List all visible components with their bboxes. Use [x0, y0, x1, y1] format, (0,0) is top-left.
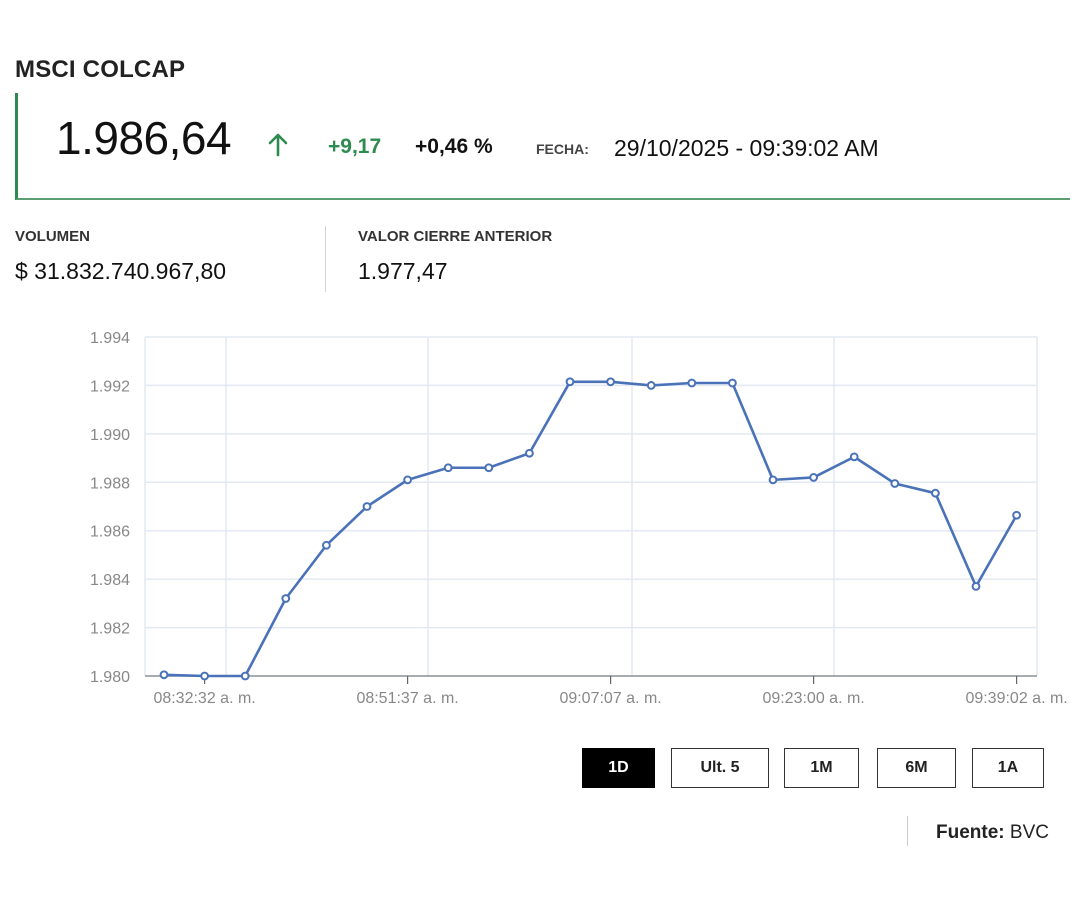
- x-axis-tick-label: 08:32:32 a. m.: [153, 690, 255, 707]
- data-point-marker[interactable]: [322, 540, 331, 550]
- source-divider: [907, 816, 908, 846]
- price-line: [163, 380, 1018, 678]
- date-value: 29/10/2025 - 09:39:02 AM: [614, 135, 879, 161]
- data-point-marker[interactable]: [362, 502, 372, 511]
- date-label: FECHA:: [536, 141, 589, 157]
- data-point-marker[interactable]: [687, 378, 697, 388]
- data-point-marker[interactable]: [403, 475, 413, 485]
- price-change: +9,17: [328, 135, 382, 158]
- data-point-marker[interactable]: [931, 488, 940, 498]
- price-change-percent: +0,46 %: [415, 135, 493, 158]
- range-button-1a[interactable]: 1A: [972, 748, 1044, 788]
- source-credit: Fuente: BVC: [936, 822, 1049, 844]
- data-point-marker[interactable]: [606, 377, 615, 387]
- previous-close-label: VALOR CIERRE ANTERIOR: [358, 228, 553, 245]
- previous-close-value: 1.977,47: [358, 258, 448, 284]
- source-label: Fuente:: [936, 822, 1005, 843]
- price-line-chart[interactable]: 1.980 1.982 1.984 1.986 1.988 1.990 1.992 1.994…: [0, 320, 1080, 720]
- y-axis-tick-label: 1.992: [90, 378, 130, 395]
- data-point-marker[interactable]: [565, 377, 575, 387]
- x-axis-tick-label: 08:51:37 a. m.: [356, 690, 458, 707]
- range-button-1m[interactable]: 1M: [784, 748, 859, 788]
- data-point-marker[interactable]: [281, 594, 291, 603]
- quote-panel: 1.986,64 +9,17 +0,46 % FECHA: 29/10/2025…: [15, 93, 1070, 200]
- data-point-marker[interactable]: [768, 475, 778, 485]
- data-point-marker[interactable]: [728, 378, 737, 388]
- arrow-up-icon: [268, 133, 288, 157]
- range-button-1d[interactable]: 1D: [582, 748, 655, 788]
- x-axis-tick-label: 09:07:07 a. m.: [559, 690, 661, 707]
- data-point-marker[interactable]: [484, 463, 494, 473]
- data-point-marker[interactable]: [646, 381, 656, 390]
- volume-value: $ 31.832.740.967,80: [15, 258, 227, 284]
- data-point-marker[interactable]: [525, 448, 534, 458]
- x-axis-tick-label: 09:23:00 a. m.: [762, 690, 864, 707]
- x-axis-tick-label: 09:39:02 a. m.: [965, 690, 1067, 707]
- y-axis-tick-label: 1.994: [90, 330, 130, 347]
- data-point-marker[interactable]: [809, 473, 818, 482]
- y-axis-tick-label: 1.990: [90, 427, 130, 444]
- data-point-marker[interactable]: [890, 479, 900, 488]
- data-point-marker[interactable]: [443, 463, 453, 473]
- y-axis-tick-label: 1.980: [90, 669, 130, 686]
- y-axis-tick-label: 1.988: [90, 475, 130, 492]
- source-value: BVC: [1009, 822, 1049, 843]
- y-axis-tick-label: 1.982: [90, 621, 130, 638]
- data-point-marker[interactable]: [971, 582, 981, 591]
- y-axis-tick-label: 1.986: [90, 524, 130, 541]
- data-point-marker[interactable]: [240, 671, 250, 681]
- y-axis-tick-label: 1.984: [90, 572, 130, 589]
- data-point-marker[interactable]: [1012, 510, 1021, 520]
- range-button-ult-5[interactable]: Ult. 5: [671, 748, 769, 788]
- data-point-marker[interactable]: [200, 671, 210, 681]
- data-point-marker[interactable]: [159, 670, 169, 680]
- current-price: 1.986,64: [56, 112, 232, 164]
- range-button-6m[interactable]: 6M: [877, 748, 956, 788]
- volume-label: VOLUMEN: [15, 228, 90, 245]
- stats-divider: [325, 226, 326, 292]
- index-title: MSCI COLCAP: [15, 56, 186, 83]
- data-point-marker[interactable]: [849, 452, 859, 462]
